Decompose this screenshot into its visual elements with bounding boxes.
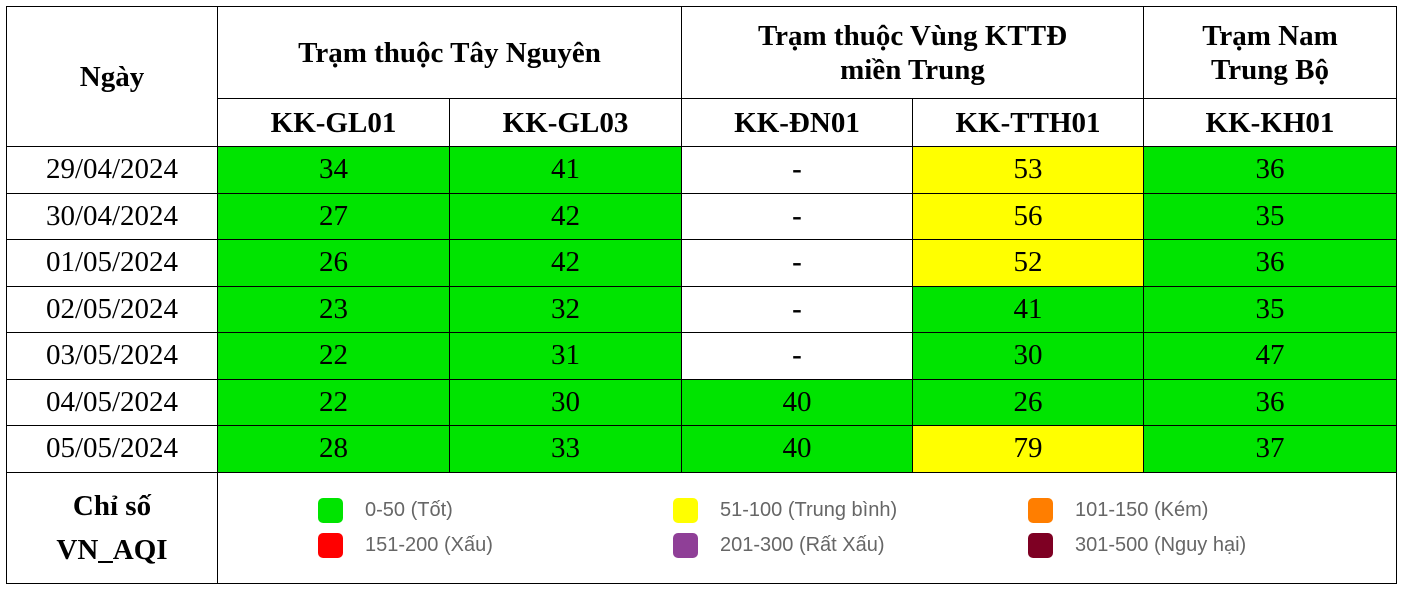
legend-item-label: 151-200 (Xấu): [365, 533, 493, 556]
legend-item-bad: 151-200 (Xấu): [318, 532, 673, 558]
aqi-cell-no-data: -: [681, 192, 913, 240]
aqi-table: Ngày Trạm thuộc Tây Nguyên Trạm thuộc Vù…: [6, 6, 1397, 584]
aqi-cell-no-data: -: [681, 239, 913, 287]
aqi-cell: 30: [912, 332, 1144, 380]
table-row: 02/05/2024 23 32 - 41 35: [6, 285, 1397, 333]
group-header-nam-trung-bo: Trạm Nam Trung Bộ: [1143, 6, 1397, 99]
aqi-cell: 52: [912, 239, 1144, 287]
date-cell: 01/05/2024: [6, 239, 218, 287]
yellow-swatch-icon: [673, 497, 698, 523]
date-column-header: Ngày: [6, 6, 218, 147]
station-header-kk-gl01: KK-GL01: [217, 98, 450, 147]
aqi-cell: 33: [449, 425, 682, 473]
aqi-cell: 31: [449, 332, 682, 380]
aqi-cell: 42: [449, 192, 682, 240]
aqi-cell: 37: [1143, 425, 1397, 473]
legend-row: Chỉ số VN_AQI 0-50 (Tốt) 51-100 (Trung b…: [6, 471, 1397, 584]
aqi-cell: 47: [1143, 332, 1397, 380]
aqi-cell: 36: [1143, 146, 1397, 194]
table-row: 03/05/2024 22 31 - 30 47: [6, 332, 1397, 380]
aqi-cell: 26: [912, 378, 1144, 426]
legend-item-label: 0-50 (Tốt): [365, 498, 453, 521]
legend-item-moderate: 51-100 (Trung bình): [673, 497, 1028, 523]
legend-cell: 0-50 (Tốt) 51-100 (Trung bình) 101-150 (…: [217, 471, 1397, 584]
aqi-cell: 41: [912, 285, 1144, 333]
aqi-cell: 36: [1143, 239, 1397, 287]
table-row: 01/05/2024 26 42 - 52 36: [6, 239, 1397, 287]
legend-label-line: VN_AQI: [56, 533, 168, 566]
aqi-cell: 27: [217, 192, 450, 240]
legend-item-label: 201-300 (Rất Xấu): [720, 533, 885, 556]
aqi-cell: 22: [217, 332, 450, 380]
aqi-cell: 23: [217, 285, 450, 333]
date-cell: 30/04/2024: [6, 192, 218, 240]
table-row: 05/05/2024 28 33 40 79 37: [6, 425, 1397, 473]
aqi-cell-no-data: -: [681, 285, 913, 333]
aqi-cell: 79: [912, 425, 1144, 473]
green-swatch-icon: [318, 497, 343, 523]
station-header-kk-kh01: KK-KH01: [1143, 98, 1397, 147]
aqi-cell: 35: [1143, 285, 1397, 333]
aqi-cell: 40: [681, 378, 913, 426]
date-cell: 02/05/2024: [6, 285, 218, 333]
legend-item-label: 301-500 (Nguy hại): [1075, 533, 1247, 556]
legend-item-good: 0-50 (Tốt): [318, 497, 673, 523]
aqi-cell-no-data: -: [681, 332, 913, 380]
legend-item-poor: 101-150 (Kém): [1028, 497, 1328, 523]
aqi-cell-no-data: -: [681, 146, 913, 194]
aqi-cell: 28: [217, 425, 450, 473]
aqi-cell: 34: [217, 146, 450, 194]
station-header-kk-gl03: KK-GL03: [449, 98, 682, 147]
legend-item-hazardous: 301-500 (Nguy hại): [1028, 532, 1328, 558]
date-cell: 29/04/2024: [6, 146, 218, 194]
group-header-line: Trạm Nam: [1202, 19, 1338, 52]
red-swatch-icon: [318, 532, 343, 558]
aqi-cell: 30: [449, 378, 682, 426]
aqi-cell: 35: [1143, 192, 1397, 240]
table-row: 30/04/2024 27 42 - 56 35: [6, 192, 1397, 240]
aqi-cell: 41: [449, 146, 682, 194]
aqi-cell: 40: [681, 425, 913, 473]
date-cell: 05/05/2024: [6, 425, 218, 473]
group-header-kttd-mien-trung: Trạm thuộc Vùng KTTĐ miền Trung: [681, 6, 1144, 99]
group-header-line: Trạm thuộc Vùng KTTĐ: [757, 19, 1068, 52]
aqi-legend: 0-50 (Tốt) 51-100 (Trung bình) 101-150 (…: [218, 497, 1396, 558]
group-header-line: Trung Bộ: [1211, 53, 1329, 86]
legend-label-line: Chỉ số: [72, 489, 152, 522]
station-header-kk-tth01: KK-TTH01: [912, 98, 1144, 147]
maroon-swatch-icon: [1028, 532, 1053, 558]
aqi-cell: 42: [449, 239, 682, 287]
aqi-cell: 32: [449, 285, 682, 333]
legend-item-very-bad: 201-300 (Rất Xấu): [673, 532, 1028, 558]
aqi-cell: 26: [217, 239, 450, 287]
legend-label: Chỉ số VN_AQI: [6, 471, 218, 584]
group-header-line: miền Trung: [840, 53, 985, 86]
purple-swatch-icon: [673, 532, 698, 558]
table-row: 29/04/2024 34 41 - 53 36: [6, 146, 1397, 194]
aqi-cell: 22: [217, 378, 450, 426]
date-cell: 04/05/2024: [6, 378, 218, 426]
station-header-kk-dn01: KK-ĐN01: [681, 98, 913, 147]
aqi-cell: 56: [912, 192, 1144, 240]
table-row: 04/05/2024 22 30 40 26 36: [6, 378, 1397, 426]
legend-item-label: 51-100 (Trung bình): [720, 498, 898, 521]
date-cell: 03/05/2024: [6, 332, 218, 380]
orange-swatch-icon: [1028, 497, 1053, 523]
group-header-tay-nguyen: Trạm thuộc Tây Nguyên: [217, 6, 682, 99]
aqi-cell: 53: [912, 146, 1144, 194]
legend-item-label: 101-150 (Kém): [1075, 498, 1209, 521]
aqi-cell: 36: [1143, 378, 1397, 426]
